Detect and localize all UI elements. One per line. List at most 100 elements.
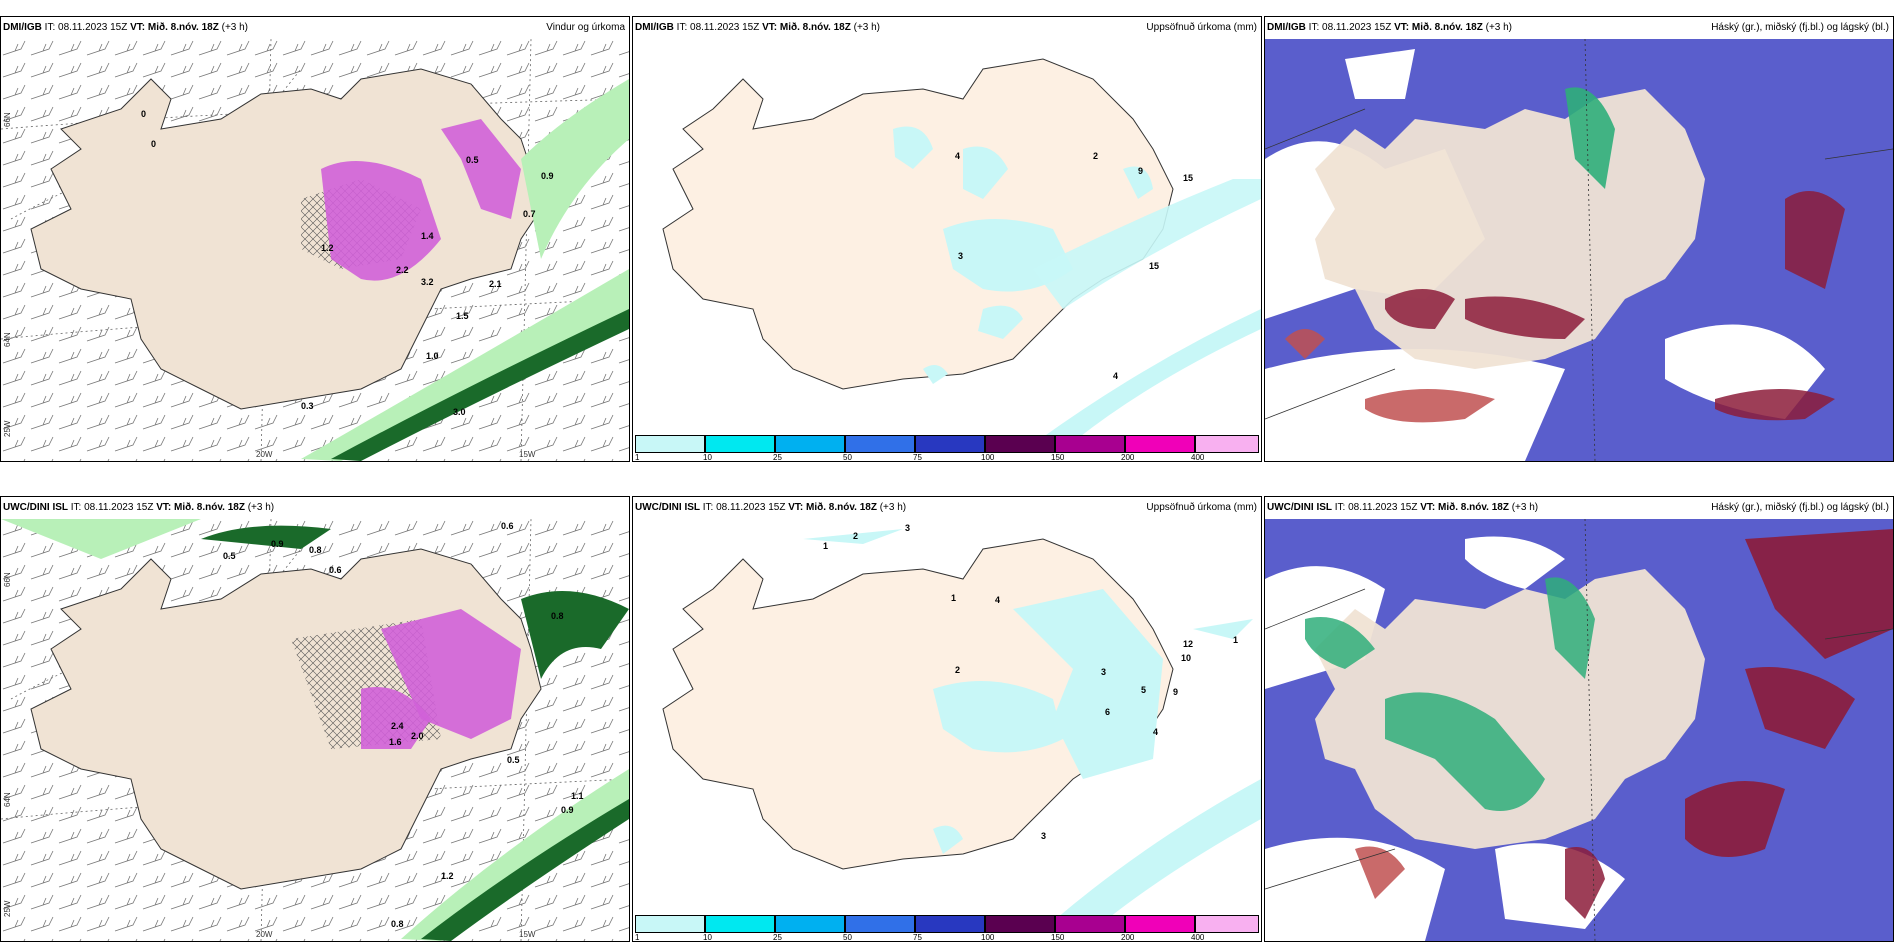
value-label: 4 [1153, 727, 1158, 737]
panel-title: Háský (gr.), miðský (fj.bl.) og lágský (… [1711, 22, 1889, 33]
vt-label: VT: [788, 502, 804, 513]
lon-label-15w: 15W [519, 930, 536, 939]
model-name: UWC/DINI ISL [1267, 502, 1332, 513]
colorbar-segment [705, 915, 775, 933]
colorbar-segment [1195, 915, 1259, 933]
value-label: 10 [1181, 653, 1191, 663]
value-label: 4 [955, 151, 960, 161]
panel-clouds-uwc: UWC/DINI ISL IT: 08.11.2023 15Z VT: Mið.… [1264, 496, 1894, 942]
value-label: 2.0 [411, 731, 424, 741]
panel-title: Uppsöfnuð úrkoma (mm) [1146, 22, 1257, 33]
vt-label: VT: [156, 502, 172, 513]
value-label: 1 [823, 541, 828, 551]
value-label: 0.6 [329, 565, 342, 575]
colorbar-segment [1125, 435, 1195, 453]
panel-clouds-dmi: DMI/IGB IT: 08.11.2023 15Z VT: Mið. 8.nó… [1264, 16, 1894, 462]
panel-header: UWC/DINI ISL IT: 08.11.2023 15Z VT: Mið.… [1265, 497, 1893, 519]
panel-header: DMI/IGB IT: 08.11.2023 15Z VT: Mið. 8.nó… [633, 17, 1261, 39]
wind-precip-map: 0.6 0.9 0.8 0.5 0.6 0.8 2.4 2.0 1.6 0.5 … [1, 519, 629, 941]
colorbar-label: 50 [843, 933, 852, 942]
colorbar-segment [915, 435, 985, 453]
colorbar-label: 10 [703, 933, 712, 942]
iceland-land [30, 68, 542, 410]
init-time: IT: 08.11.2023 15Z [44, 22, 128, 33]
init-time: IT: 08.11.2023 15Z [1334, 502, 1418, 513]
value-label: 1.2 [321, 243, 334, 253]
value-label: 3 [905, 523, 910, 533]
colorbar-label: 100 [981, 453, 995, 462]
vt-label: VT: [130, 22, 146, 33]
valid-time: Mið. 8.nóv. 18Z [174, 502, 245, 513]
value-label: 0 [151, 139, 156, 149]
vt-label: VT: [1420, 502, 1436, 513]
panel-wind-precip-dmi: DMI/IGB IT: 08.11.2023 15Z VT: Mið. 8.nó… [0, 16, 630, 462]
value-label: 2.4 [391, 721, 404, 731]
value-label: 15 [1183, 173, 1193, 183]
colorbar-label: 25 [773, 933, 782, 942]
value-label: 1.5 [456, 311, 469, 321]
colorbar-label: 1 [635, 933, 640, 942]
value-label: 9 [1138, 166, 1143, 176]
colorbar-segment [635, 915, 705, 933]
value-label: 0.7 [523, 209, 536, 219]
colorbar-label: 150 [1051, 933, 1065, 942]
value-label: 4 [1113, 371, 1118, 381]
value-label: 3 [958, 251, 963, 261]
lead-time: (+3 h) [247, 502, 275, 513]
panel-title: Háský (gr.), miðský (fj.bl.) og lágský (… [1711, 502, 1889, 513]
colorbar-segment [705, 435, 775, 453]
value-label: 1.6 [389, 737, 402, 747]
accum-precip-map: 1 2 3 1 4 2 3 12 10 9 5 6 4 3 1 [662, 523, 1261, 919]
value-label: 2.1 [489, 279, 502, 289]
model-name: UWC/DINI ISL [635, 502, 700, 513]
value-label: 1 [951, 593, 956, 603]
value-label: 6 [1105, 707, 1110, 717]
colorbar-segment [985, 915, 1055, 933]
valid-time: Mið. 8.nóv. 18Z [147, 22, 219, 33]
value-label: 0.9 [561, 805, 574, 815]
value-label: 0.8 [309, 545, 322, 555]
colorbar-label: 1 [635, 453, 640, 462]
value-label: 1.2 [441, 871, 454, 881]
value-label: 1 [1233, 635, 1238, 645]
value-label: 0.5 [507, 755, 520, 765]
colorbar-label: 75 [913, 453, 922, 462]
value-label: 0.3 [301, 401, 314, 411]
colorbar-segment [775, 435, 845, 453]
vt-label: VT: [762, 22, 778, 33]
value-label: 12 [1183, 639, 1193, 649]
colorbar-segment [985, 435, 1055, 453]
valid-time: Mið. 8.nóv. 18Z [806, 502, 877, 513]
panel-accum-precip-dmi: DMI/IGB IT: 08.11.2023 15Z VT: Mið. 8.nó… [632, 16, 1262, 462]
lead-time: (+3 h) [1485, 22, 1513, 33]
value-label: 0 [141, 109, 146, 119]
valid-time: Mið. 8.nóv. 18Z [1411, 22, 1483, 33]
clouds-map [1265, 39, 1893, 461]
value-label: 3.0 [453, 407, 466, 417]
lead-time: (+3 h) [879, 502, 907, 513]
precip-colorbar: 1 10 25 50 75 100 150 200 400 [635, 435, 1259, 461]
panel-title: Uppsöfnuð úrkoma (mm) [1146, 502, 1257, 513]
lat-label-64n: 64N [3, 332, 12, 347]
value-label: 2 [955, 665, 960, 675]
model-name: DMI/IGB [635, 22, 674, 33]
model-name: DMI/IGB [3, 22, 42, 33]
clouds-map [1265, 519, 1893, 941]
lon-label-25w: 25W [3, 900, 12, 917]
value-label: 0.9 [271, 539, 284, 549]
panel-title: Vindur og úrkoma [546, 22, 625, 33]
colorbar-label: 200 [1121, 453, 1135, 462]
value-label: 1.4 [421, 231, 434, 241]
accum-precip-map: 4 2 9 15 3 15 4 [662, 58, 1261, 439]
value-label: 0.9 [541, 171, 554, 181]
wind-precip-map: 0 0 0.5 1.4 0.7 1.2 2.2 3.2 2.1 1.5 1.0 … [1, 39, 629, 461]
init-time: IT: 08.11.2023 15Z [70, 502, 154, 513]
colorbar-label: 400 [1191, 933, 1205, 942]
lat-label-66n: 66N [3, 572, 12, 587]
value-label: 2 [1093, 151, 1098, 161]
panel-header: UWC/DINI ISL IT: 08.11.2023 15Z VT: Mið.… [1, 497, 629, 519]
lead-time: (+3 h) [853, 22, 881, 33]
vt-label: VT: [1394, 22, 1410, 33]
value-label: 3 [1041, 831, 1046, 841]
lon-label-15w: 15W [519, 450, 536, 459]
